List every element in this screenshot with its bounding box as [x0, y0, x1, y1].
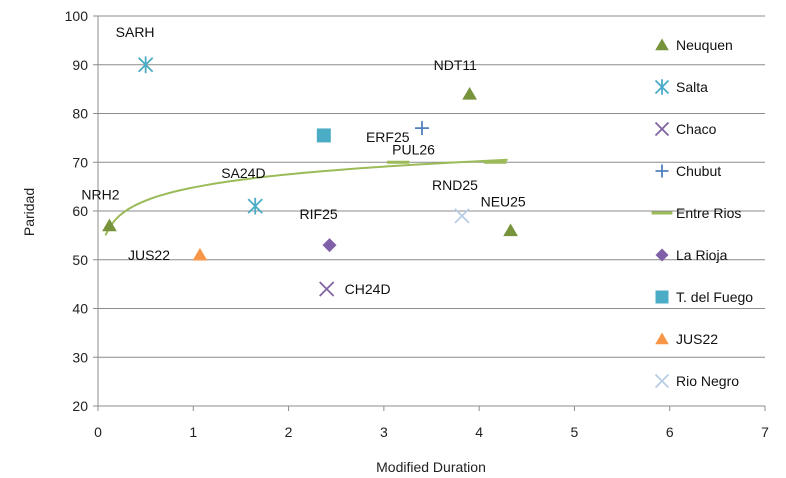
legend-label-6: T. del Fuego	[676, 289, 753, 305]
point-label-0-2: NEU25	[481, 194, 526, 210]
legend-marker-2	[654, 121, 670, 137]
y-axis-ticks: 20 30 40 50 60 70 80 90 100	[65, 8, 98, 414]
point-label-2-0: CH24D	[345, 281, 391, 297]
point-label-1-0: SARH	[116, 24, 155, 40]
legend-label-4: Entre Rios	[676, 205, 741, 221]
point-label-7-0: JUS22	[128, 247, 170, 263]
y-tick-label-90: 90	[72, 57, 88, 73]
y-tick-label-60: 60	[72, 203, 88, 219]
y-axis-title: Paridad	[21, 188, 37, 236]
legend-label-1: Salta	[676, 79, 708, 95]
grid-lines	[98, 15, 765, 358]
data-points	[102, 56, 518, 297]
y-tick-label-100: 100	[65, 8, 89, 24]
legend-label-8: Rio Negro	[676, 373, 739, 389]
point-1-0	[138, 56, 154, 74]
y-tick-label-50: 50	[72, 252, 88, 268]
point-2-0	[319, 281, 335, 297]
y-tick-label-30: 30	[72, 349, 88, 365]
point-label-0-1: NDT11	[434, 57, 478, 73]
x-tick-label-7: 7	[761, 424, 769, 440]
point-0-1	[462, 87, 477, 100]
x-axis-ticks: 0 1 2 3 4 5 6 7	[94, 406, 769, 440]
y-tick-label-20: 20	[72, 398, 88, 414]
trendline	[104, 158, 508, 236]
x-tick-label-5: 5	[571, 424, 579, 440]
point-0-2	[503, 223, 518, 237]
point-label-5-0: RIF25	[300, 206, 338, 222]
legend-marker-5	[655, 248, 669, 262]
legend-label-5: La Rioja	[676, 247, 728, 263]
legend-label-7: JUS22	[676, 331, 718, 347]
x-tick-label-6: 6	[666, 424, 674, 440]
legend-marker-7	[655, 332, 669, 345]
legend-label-2: Chaco	[676, 121, 717, 137]
point-3-0	[414, 121, 429, 136]
x-tick-label-2: 2	[285, 424, 293, 440]
point-8-0	[454, 208, 470, 224]
x-tick-label-1: 1	[189, 424, 197, 440]
point-label-0-0: NRH2	[81, 187, 119, 203]
point-label-3-0: ERF25	[366, 129, 410, 145]
point-0-0	[102, 218, 117, 232]
point-label-4-0: PUL26	[392, 141, 435, 157]
y-tick-label-40: 40	[72, 301, 88, 317]
y-tick-label-70: 70	[72, 154, 88, 170]
point-6-0	[316, 128, 331, 143]
point-7-0	[192, 247, 208, 261]
legend-marker-3	[655, 164, 669, 178]
y-tick-label-80: 80	[72, 106, 88, 122]
legend-marker-1	[654, 79, 670, 95]
point-label-8-0: RND25	[432, 177, 478, 193]
x-tick-label-3: 3	[380, 424, 388, 440]
legend-marker-0	[655, 38, 669, 51]
legend-label-0: Neuquen	[676, 37, 733, 53]
point-5-0	[322, 238, 337, 253]
x-tick-label-0: 0	[94, 424, 102, 440]
point-1-1	[247, 197, 263, 215]
x-tick-label-4: 4	[475, 424, 483, 440]
legend-marker-8	[654, 373, 670, 389]
point-label-1-1: SA24D	[221, 165, 265, 181]
x-axis-title: Modified Duration	[376, 459, 486, 475]
legend-label-3: Chubut	[676, 163, 721, 179]
legend: Neuquen Salta Chaco Chubut Entre Rios La Rioj…	[651, 37, 753, 389]
legend-marker-6	[655, 290, 669, 304]
